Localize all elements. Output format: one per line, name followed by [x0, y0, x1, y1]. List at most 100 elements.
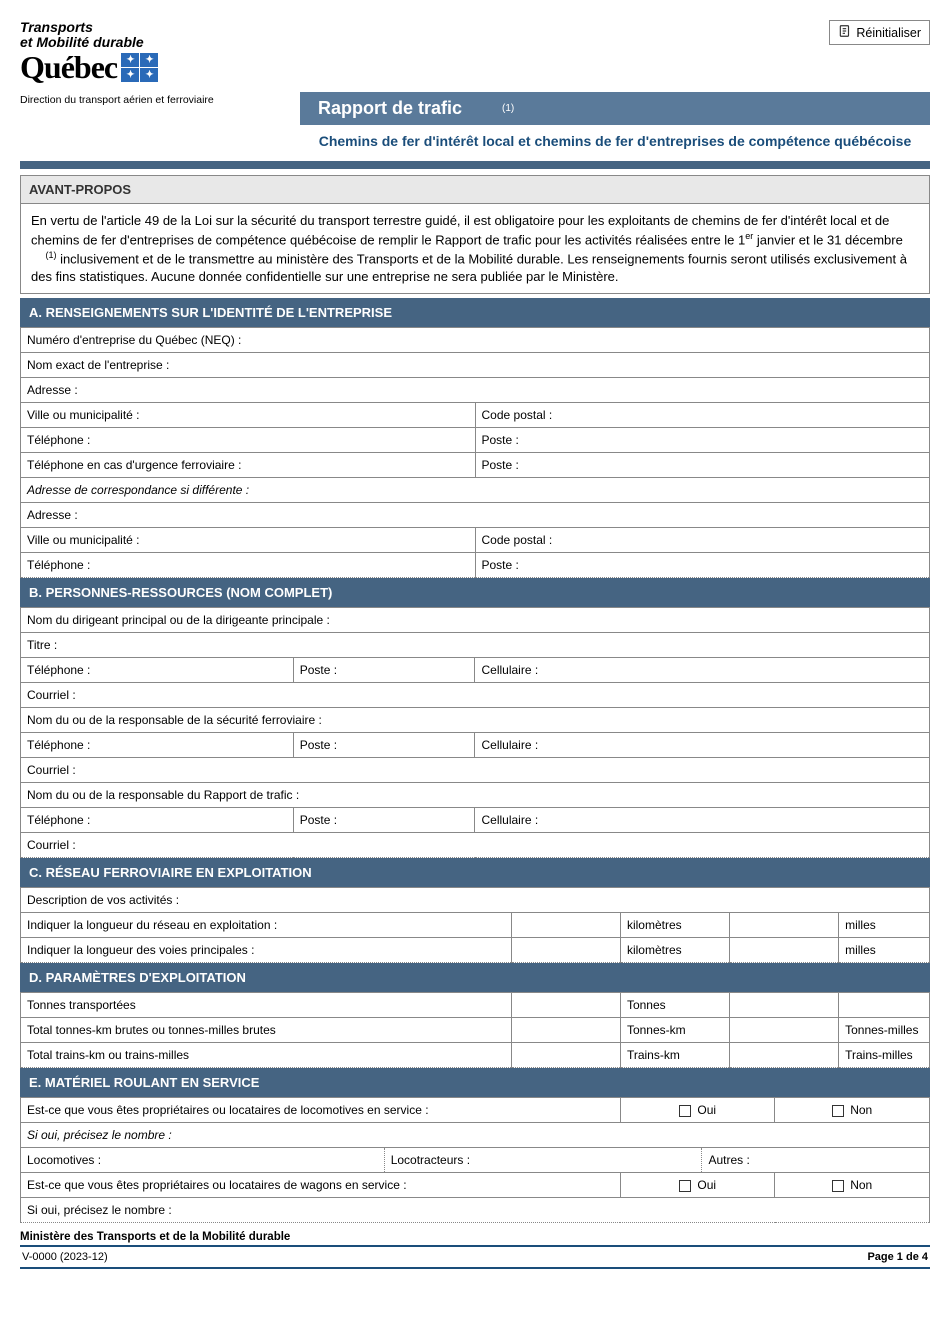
label-q-wag: Est-ce que vous êtes propriétaires ou lo… — [21, 1173, 621, 1198]
field-b-tel3[interactable]: Téléphone : — [21, 808, 294, 833]
label-oui1: Oui — [697, 1103, 716, 1117]
preface-text-c: inclusivement et de le transmettre au mi… — [31, 251, 907, 284]
label-si-oui2: Si oui, précisez le nombre : — [21, 1198, 930, 1223]
field-tonnes[interactable] — [511, 993, 620, 1018]
blank-d1 — [730, 993, 839, 1018]
unit-trm: Trains-milles — [839, 1043, 930, 1068]
label-b-poste3: Poste : — [300, 813, 337, 827]
top-bar: Transports et Mobilité durable Québec Ré… — [20, 20, 930, 86]
field-ville[interactable]: Ville ou municipalité : — [21, 403, 476, 428]
label-dirigeant: Nom du dirigeant principal ou de la diri… — [27, 613, 330, 627]
checkbox-wag-non[interactable]: Non — [775, 1173, 930, 1198]
label-nom: Nom exact de l'entreprise : — [27, 358, 169, 372]
field-reseau-km[interactable] — [511, 913, 620, 938]
label-cp2: Code postal : — [482, 533, 553, 547]
label-tel: Téléphone : — [27, 433, 90, 447]
unit-mi1: milles — [839, 913, 930, 938]
field-b-tel2[interactable]: Téléphone : — [21, 733, 294, 758]
field-poste2[interactable]: Poste : — [475, 453, 930, 478]
field-trm[interactable] — [730, 1043, 839, 1068]
field-tel-urg[interactable]: Téléphone en cas d'urgence ferroviaire : — [21, 453, 476, 478]
label-b-cell2: Cellulaire : — [481, 738, 538, 752]
field-b-cell3[interactable]: Cellulaire : — [475, 808, 930, 833]
field-tel[interactable]: Téléphone : — [21, 428, 476, 453]
field-desc[interactable]: Description de vos activités : — [21, 888, 930, 913]
field-b-tel1[interactable]: Téléphone : — [21, 658, 294, 683]
field-tk[interactable] — [511, 1018, 620, 1043]
unit-km2: kilomètres — [620, 938, 729, 963]
title-footnote: (1) — [502, 103, 514, 114]
field-b-poste3[interactable]: Poste : — [293, 808, 475, 833]
field-resp-sec[interactable]: Nom du ou de la responsable de la sécuri… — [21, 708, 930, 733]
field-reseau-mi[interactable] — [730, 913, 839, 938]
label-ville2: Ville ou municipalité : — [27, 533, 140, 547]
unit-tm: Tonnes-milles — [839, 1018, 930, 1043]
section-c-table: Description de vos activités : Indiquer … — [20, 887, 930, 963]
unit-trk: Trains-km — [620, 1043, 729, 1068]
field-b-poste1[interactable]: Poste : — [293, 658, 475, 683]
field-voies-km[interactable] — [511, 938, 620, 963]
label-courriel1: Courriel : — [27, 688, 76, 702]
field-courriel1[interactable]: Courriel : — [21, 683, 930, 708]
field-b-cell2[interactable]: Cellulaire : — [475, 733, 930, 758]
field-b-cell1[interactable]: Cellulaire : — [475, 658, 930, 683]
field-b-poste2[interactable]: Poste : — [293, 733, 475, 758]
field-ville2[interactable]: Ville ou municipalité : — [21, 528, 476, 553]
field-tm[interactable] — [730, 1018, 839, 1043]
page-title: Rapport de trafic — [318, 98, 462, 119]
field-nom[interactable]: Nom exact de l'entreprise : — [21, 353, 930, 378]
label-cp: Code postal : — [482, 408, 553, 422]
field-tel2[interactable]: Téléphone : — [21, 553, 476, 578]
checkbox-loco-oui[interactable]: Oui — [620, 1098, 775, 1123]
checkbox-icon — [832, 1105, 844, 1117]
unit-tk: Tonnes-km — [620, 1018, 729, 1043]
reset-button[interactable]: Réinitialiser — [829, 20, 930, 45]
label-locotr: Locotracteurs : — [391, 1153, 470, 1167]
reset-label: Réinitialiser — [856, 26, 921, 40]
field-trk[interactable] — [511, 1043, 620, 1068]
corr-header: Adresse de correspondance si différente … — [21, 478, 930, 503]
label-b-tel3: Téléphone : — [27, 813, 90, 827]
field-adresse[interactable]: Adresse : — [21, 378, 930, 403]
field-resp-rapport[interactable]: Nom du ou de la responsable du Rapport d… — [21, 783, 930, 808]
checkbox-loco-non[interactable]: Non — [775, 1098, 930, 1123]
field-poste[interactable]: Poste : — [475, 428, 930, 453]
label-poste: Poste : — [482, 433, 519, 447]
logo-quebec: Québec — [20, 49, 158, 86]
field-cp[interactable]: Code postal : — [475, 403, 930, 428]
label-trk: Total trains-km ou trains-milles — [21, 1043, 512, 1068]
logo-line1: Transports — [20, 20, 158, 35]
field-courriel3[interactable]: Courriel : — [21, 833, 930, 858]
field-adresse2[interactable]: Adresse : — [21, 503, 930, 528]
field-neq[interactable]: Numéro d'entreprise du Québec (NEQ) : — [21, 328, 930, 353]
quebec-flag-icon — [121, 53, 158, 82]
field-dirigeant[interactable]: Nom du dirigeant principal ou de la diri… — [21, 608, 930, 633]
field-poste3[interactable]: Poste : — [475, 553, 930, 578]
label-ville: Ville ou municipalité : — [27, 408, 140, 422]
text-si-oui1: Si oui, précisez le nombre : — [27, 1128, 172, 1142]
label-tel2: Téléphone : — [27, 558, 90, 572]
field-locotr-count[interactable]: Locotracteurs : — [384, 1148, 702, 1172]
field-autres-count[interactable]: Autres : — [702, 1148, 929, 1172]
checkbox-wag-oui[interactable]: Oui — [620, 1173, 775, 1198]
checkbox-icon — [832, 1180, 844, 1192]
field-voies-mi[interactable] — [730, 938, 839, 963]
field-courriel2[interactable]: Courriel : — [21, 758, 930, 783]
label-tel-urg: Téléphone en cas d'urgence ferroviaire : — [27, 458, 241, 472]
field-cp2[interactable]: Code postal : — [475, 528, 930, 553]
logo-quebec-text: Québec — [20, 49, 117, 86]
label-tk: Total tonnes-km brutes ou tonnes-milles … — [21, 1018, 512, 1043]
section-e-table: Est-ce que vous êtes propriétaires ou lo… — [20, 1097, 930, 1223]
label-resp-rapport: Nom du ou de la responsable du Rapport d… — [27, 788, 299, 802]
label-adresse: Adresse : — [27, 383, 78, 397]
label-long-voies: Indiquer la longueur des voies principal… — [21, 938, 512, 963]
label-b-tel2: Téléphone : — [27, 738, 90, 752]
page-number: Page 1 de 4 — [867, 1251, 928, 1263]
preface-note: (1) — [45, 250, 56, 260]
field-loco-count[interactable]: Locomotives : — [21, 1148, 384, 1172]
label-b-poste1: Poste : — [300, 663, 337, 677]
unit-tonnes: Tonnes — [620, 993, 729, 1018]
field-titre[interactable]: Titre : — [21, 633, 930, 658]
label-autres: Autres : — [708, 1153, 749, 1167]
preface-heading: AVANT-PROPOS — [20, 175, 930, 203]
